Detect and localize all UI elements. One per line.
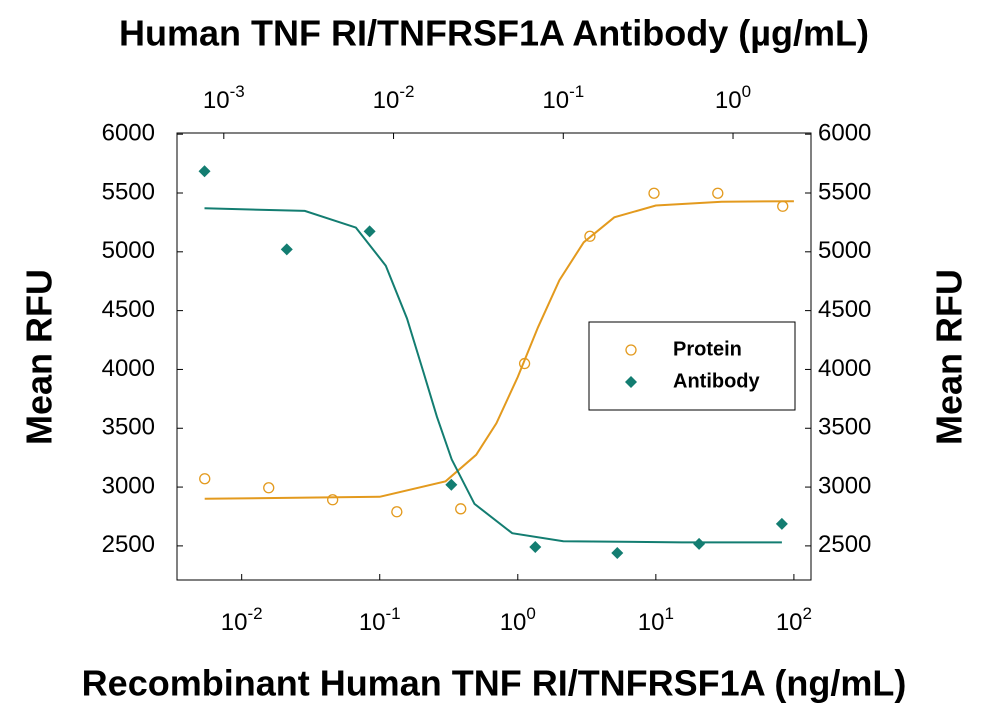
- data-point: [584, 230, 596, 242]
- x-tick-label: 101: [638, 604, 674, 636]
- data-point: [280, 243, 293, 256]
- data-point: [455, 503, 467, 515]
- x2-tick-label: 10-2: [373, 82, 415, 114]
- y-tick-label: 5500: [102, 178, 155, 205]
- legend-label: Antibody: [673, 370, 761, 392]
- data-point: [391, 506, 403, 518]
- y2-tick-label: 6000: [818, 120, 871, 147]
- legend-box: [588, 321, 796, 411]
- y-tick-label: 3000: [102, 472, 155, 499]
- x-tick-label: 10-1: [359, 604, 401, 636]
- data-point: [198, 165, 211, 178]
- data-point: [693, 537, 706, 550]
- x2-tick-label: 100: [715, 82, 751, 114]
- y2-tick-label: 3500: [818, 414, 871, 441]
- legend-marker: [625, 376, 637, 388]
- data-point: [199, 473, 211, 485]
- y2-tick-label: 3000: [818, 472, 871, 499]
- y-axis-label: Mean RFU: [19, 269, 60, 445]
- data-point: [777, 200, 789, 212]
- data-point: [363, 225, 376, 238]
- x-tick-label: 10-2: [221, 604, 263, 636]
- y2-tick-label: 4500: [818, 296, 871, 323]
- y2-tick-label: 5500: [818, 178, 871, 205]
- fit-curve: [204, 200, 794, 500]
- data-point: [263, 482, 275, 494]
- data-point: [445, 478, 458, 491]
- y2-tick-label: 5000: [818, 237, 871, 264]
- y-tick-label: 3500: [102, 414, 155, 441]
- chart-title: Human TNF RI/TNFRSF1A Antibody (µg/mL): [119, 13, 869, 54]
- data-point: [712, 187, 724, 199]
- data-point: [611, 546, 624, 559]
- y-tick-label: 4000: [102, 355, 155, 382]
- x-tick-label: 102: [776, 604, 812, 636]
- data-point: [648, 187, 660, 199]
- data-point: [518, 357, 531, 370]
- legend-label: Protein: [673, 338, 742, 360]
- data-point: [327, 494, 339, 506]
- y2-tick-label: 4000: [818, 355, 871, 382]
- plot-frame: [176, 132, 812, 581]
- x2-tick-label: 10-1: [542, 82, 584, 114]
- y-tick-label: 4500: [102, 296, 155, 323]
- x-axis-label: Recombinant Human TNF RI/TNFRSF1A (ng/mL…: [82, 663, 907, 704]
- y-tick-label: 6000: [102, 120, 155, 147]
- data-point: [529, 540, 542, 553]
- legend-marker: [625, 344, 637, 356]
- y-tick-label: 2500: [102, 531, 155, 558]
- x-tick-label: 100: [500, 604, 536, 636]
- y2-tick-label: 2500: [818, 531, 871, 558]
- data-point: [775, 517, 788, 530]
- fit-curve: [204, 207, 782, 544]
- y-tick-label: 5000: [102, 237, 155, 264]
- y2-axis-label: Mean RFU: [929, 269, 970, 445]
- x2-tick-label: 10-3: [203, 82, 245, 114]
